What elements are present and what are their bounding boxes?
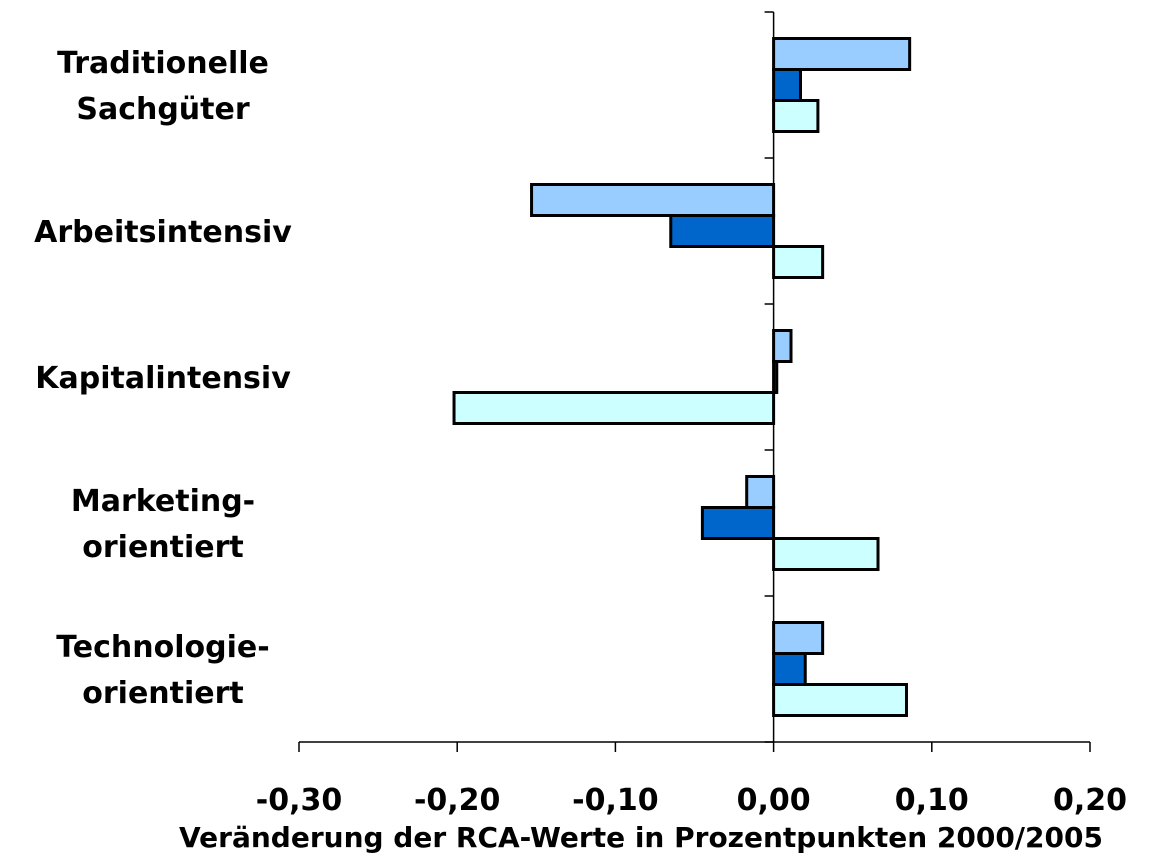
x-tick-label: -0,10: [572, 783, 658, 818]
x-axis-title: Veränderung der RCA-Werte in Prozentpunk…: [179, 821, 1103, 854]
x-tick-label: 0,20: [1053, 783, 1127, 818]
bar-cat4-series2: [772, 683, 908, 717]
category-label: Traditionelle: [57, 46, 269, 81]
category-label: orientiert: [82, 530, 244, 565]
bar-cat4-series1: [772, 652, 807, 686]
axes-group: [298, 11, 1091, 752]
category-label: orientiert: [82, 676, 244, 711]
bars-group: [452, 37, 912, 717]
bar-cat3-series1: [700, 506, 776, 540]
labels-group: -0,30 -0,20 -0,10 0,00 0,10 0,20 Traditionelle…: [34, 46, 1127, 818]
bar-cat4-series0: [772, 621, 825, 655]
bar-cat3-series2: [772, 537, 880, 571]
bar-cat1-series2: [772, 245, 825, 279]
bar-cat0-series0: [772, 37, 912, 71]
bar-cat1-series0: [530, 183, 776, 217]
bar-cat3-series0: [745, 475, 776, 509]
x-tick-label: -0,20: [414, 783, 500, 818]
x-tick-label: -0,30: [256, 783, 342, 818]
bar-cat1-series1: [669, 214, 776, 248]
x-tick-label: 0,10: [895, 783, 969, 818]
category-label: Marketing-: [71, 484, 255, 519]
category-label: Kapitalintensiv: [35, 361, 291, 396]
bar-cat2-series2: [452, 391, 776, 425]
category-label: Sachgüter: [76, 92, 250, 127]
bar-cat2-series0: [772, 329, 793, 363]
bar-cat0-series2: [772, 99, 820, 133]
category-label: Technologie-: [56, 630, 269, 665]
bar-cat0-series1: [772, 68, 802, 102]
x-tick-label: 0,00: [737, 783, 811, 818]
category-label: Arbeitsintensiv: [34, 215, 292, 250]
